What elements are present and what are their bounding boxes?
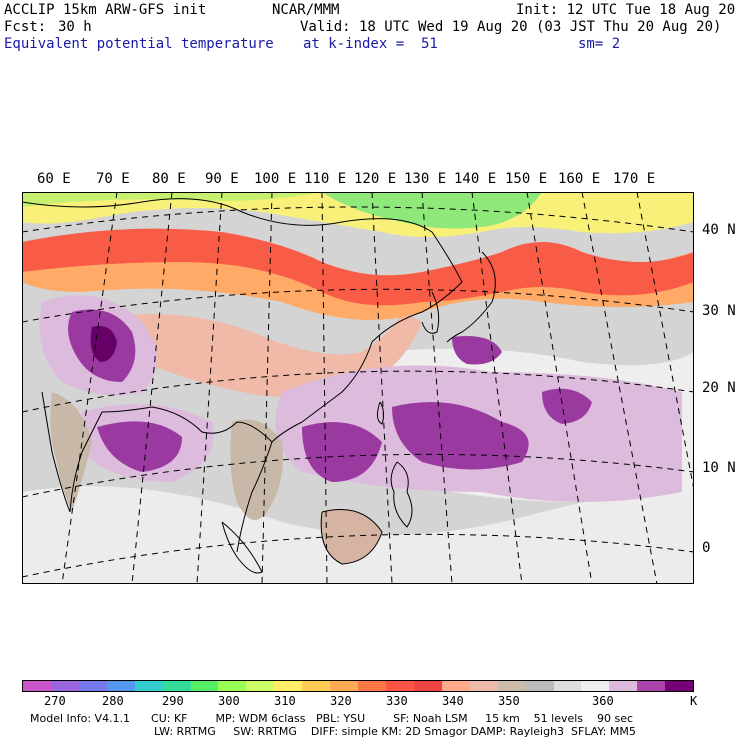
colorbar-swatch bbox=[497, 681, 526, 691]
lat-label-40n: 40 N bbox=[702, 222, 736, 238]
colorbar-tick-300: 300 bbox=[218, 694, 240, 708]
lat-label-10n: 10 N bbox=[702, 460, 736, 476]
colorbar-swatch bbox=[246, 681, 275, 691]
lon-label-90e: 90 E bbox=[205, 171, 239, 187]
init-time: Init: 12 UTC Tue 18 Aug 20 bbox=[516, 2, 736, 18]
colorbar-swatch bbox=[553, 681, 582, 691]
colorbar-tick-340: 340 bbox=[442, 694, 464, 708]
land-borneo bbox=[321, 509, 382, 564]
colorbar-swatch bbox=[78, 681, 107, 691]
purple-dark-east-china-sea bbox=[452, 336, 502, 365]
colorbar-swatch bbox=[23, 681, 51, 691]
coastline-borneo bbox=[320, 509, 383, 565]
colorbar-tick-310: 310 bbox=[274, 694, 296, 708]
lon-label-130e: 130 E bbox=[404, 171, 447, 187]
gridline-lat-10n bbox=[22, 453, 694, 498]
land-lightgreen-north bbox=[22, 192, 322, 207]
coastline-philippines bbox=[390, 461, 413, 528]
gridline-lat-40n bbox=[22, 206, 694, 233]
lat-label-20n: 20 N bbox=[702, 380, 736, 396]
colorbar-swatch bbox=[385, 681, 414, 691]
lon-label-80e: 80 E bbox=[152, 171, 186, 187]
coastline-taiwan bbox=[376, 401, 385, 425]
level-label: at k-index = 51 bbox=[303, 36, 438, 52]
colorbar-swatch bbox=[609, 681, 638, 691]
purple-dark-bay bbox=[97, 421, 182, 472]
gridline-lat-0 bbox=[22, 533, 694, 578]
gridline-lon-150e bbox=[526, 192, 593, 584]
purple-dark-pacific-east bbox=[542, 388, 592, 424]
colorbar-swatch bbox=[134, 681, 163, 691]
land-green-north bbox=[322, 192, 542, 229]
colorbar-swatch bbox=[441, 681, 470, 691]
colorbar-swatch bbox=[581, 681, 610, 691]
model-info-line: Model Info: V4.1.1 CU: KF MP: WDM 6class… bbox=[30, 712, 634, 725]
gridline-lon-160e bbox=[581, 192, 658, 584]
purple-dark-scs bbox=[302, 422, 382, 482]
colorbar-swatch bbox=[330, 681, 359, 691]
colorbar-swatch bbox=[50, 681, 79, 691]
gridline-lon-170e bbox=[636, 192, 694, 493]
colorbar-swatch bbox=[637, 681, 666, 691]
colorbar-swatch bbox=[274, 681, 303, 691]
colorbar-tick-360: 360 bbox=[592, 694, 614, 708]
coastline-japan bbox=[446, 251, 496, 343]
ocean-light-region bbox=[22, 482, 694, 584]
land-india bbox=[50, 392, 92, 512]
colorbar-swatch bbox=[413, 681, 442, 691]
forecast-hour: 30 h bbox=[58, 19, 92, 35]
lon-label-150e: 150 E bbox=[505, 171, 548, 187]
colorbar-swatch bbox=[218, 681, 247, 691]
org-label: NCAR/MMM bbox=[272, 2, 340, 18]
colorbar-unit: K bbox=[690, 694, 698, 708]
colorbar-swatch bbox=[302, 681, 331, 691]
field-name: Equivalent potential temperature bbox=[4, 36, 274, 52]
colorbar-tick-290: 290 bbox=[162, 694, 184, 708]
forecast-label: Fcst: bbox=[4, 19, 47, 35]
coastline-korea bbox=[421, 291, 440, 334]
lon-label-140e: 140 E bbox=[454, 171, 497, 187]
colorbar bbox=[22, 680, 694, 692]
lon-label-100e: 100 E bbox=[254, 171, 297, 187]
colorbar-swatch bbox=[106, 681, 135, 691]
colorbar-tick-350: 350 bbox=[498, 694, 520, 708]
valid-time: Valid: 18 UTC Wed 19 Aug 20 (03 JST Thu … bbox=[300, 19, 722, 35]
colorbar-swatch bbox=[525, 681, 554, 691]
theta-e-map bbox=[22, 192, 694, 584]
colorbar-tick-270: 270 bbox=[44, 694, 66, 708]
map-frame bbox=[22, 192, 694, 584]
colorbar-swatch bbox=[665, 681, 694, 691]
coastline-asia bbox=[22, 198, 463, 553]
gridline-lat-30n bbox=[22, 288, 694, 323]
colorbar-swatch bbox=[162, 681, 191, 691]
smoothing-label: sm= 2 bbox=[578, 36, 621, 52]
colorbar-tick-320: 320 bbox=[330, 694, 352, 708]
lon-label-120e: 120 E bbox=[354, 171, 397, 187]
lon-label-110e: 110 E bbox=[304, 171, 347, 187]
lat-label-0: 0 bbox=[702, 540, 711, 556]
colorbar-swatch bbox=[469, 681, 498, 691]
model-title: ACCLIP 15km ARW-GFS init bbox=[4, 2, 207, 18]
colorbar-swatch bbox=[190, 681, 219, 691]
land-indochina bbox=[230, 419, 283, 520]
colorbar-tick-330: 330 bbox=[386, 694, 408, 708]
purple-dark-philippine-sea bbox=[392, 402, 529, 470]
lat-label-30n: 30 N bbox=[702, 303, 736, 319]
lon-label-170e: 170 E bbox=[613, 171, 656, 187]
lon-label-60e: 60 E bbox=[37, 171, 71, 187]
lon-label-160e: 160 E bbox=[558, 171, 601, 187]
land-red-band bbox=[22, 228, 694, 306]
gridline-lat-20n bbox=[22, 370, 694, 413]
physics-info-line: LW: RRTMG SW: RRTMG DIFF: simple KM: 2D … bbox=[154, 725, 636, 738]
colorbar-tick-280: 280 bbox=[102, 694, 124, 708]
lon-label-70e: 70 E bbox=[96, 171, 130, 187]
colorbar-swatch bbox=[358, 681, 386, 691]
